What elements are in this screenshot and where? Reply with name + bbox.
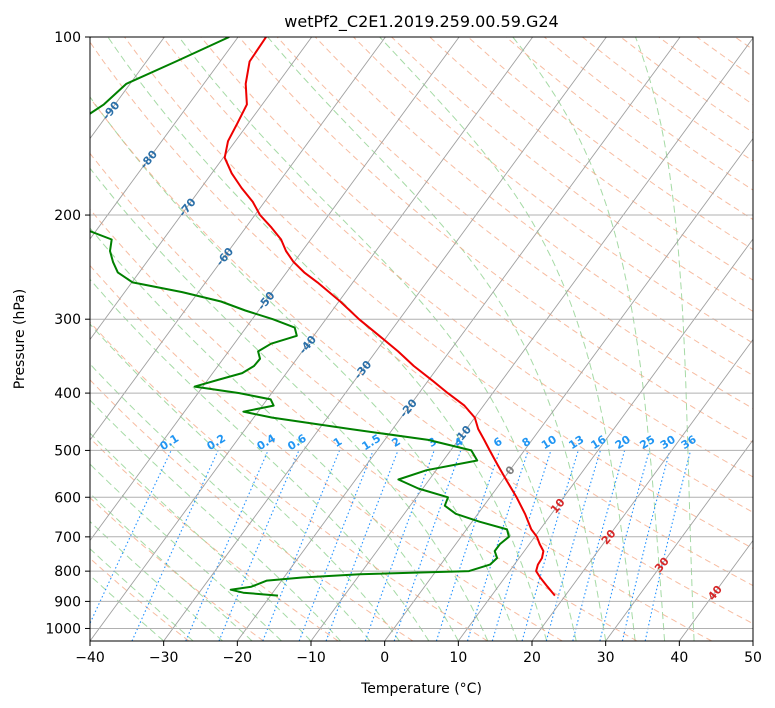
y-tick-label: 500: [54, 443, 81, 459]
x-tick-label: 50: [744, 650, 762, 666]
mixing-ratio-line: [545, 450, 601, 641]
moist-adiabat-line: [90, 363, 371, 641]
plot-frame: [89, 36, 754, 642]
x-tick-label: 40: [670, 650, 688, 666]
dry-adiabat-line: [124, 37, 753, 550]
dry-adiabats: [90, 37, 753, 641]
isotherm-line: [384, 137, 753, 641]
isotherm-line: [531, 338, 753, 641]
moist-adiabat-line: [90, 278, 430, 641]
isotherm-line: [90, 37, 239, 240]
moist-adiabat-line: [90, 323, 400, 641]
moist-adiabat-line: [90, 463, 282, 641]
mixing-ratio-lines: [90, 450, 692, 641]
mixing-ratio-line: [393, 450, 462, 641]
mixing-ratio-line: [572, 450, 626, 641]
dry-adiabat-line: [90, 264, 563, 641]
x-tick-label: −20: [223, 650, 253, 666]
x-tick-label: 30: [597, 650, 615, 666]
isotherm-line: [90, 37, 165, 140]
mixing-ratio-line: [218, 450, 300, 641]
mixing-ratio-line: [644, 450, 692, 641]
y-tick-label: 200: [54, 208, 81, 224]
moist-adiabats: [90, 37, 695, 641]
dry-adiabat-line: [353, 37, 753, 344]
dry-adiabat-line: [90, 41, 753, 587]
y-tick-label: 1000: [45, 621, 81, 637]
y-axis-ticks: 100 200 300 400 500 600 700 800 900 1000: [45, 30, 90, 637]
y-tick-label: 800: [54, 564, 81, 580]
x-tick-label: −30: [149, 650, 179, 666]
moist-adiabat-line: [635, 37, 695, 641]
x-tick-label: 0: [380, 650, 389, 666]
dry-adiabat-line: [276, 37, 753, 410]
isotherm-line: [90, 37, 534, 641]
isotherm-line: [310, 37, 753, 641]
y-tick-label: 900: [54, 594, 81, 610]
sounding-profiles: [90, 37, 556, 597]
isotherm-line: [90, 37, 386, 441]
y-tick-label: 100: [54, 30, 81, 46]
moist-adiabat-line: [512, 37, 666, 641]
mixing-ratio-line: [325, 450, 399, 641]
moist-adiabat-line: [90, 399, 341, 641]
mixing-ratio-line: [599, 450, 650, 641]
mixing-ratio-line: [131, 450, 219, 641]
dry-adiabat-line: [162, 37, 753, 513]
y-tick-label: 400: [54, 386, 81, 402]
mixing-ratio-line: [90, 450, 172, 625]
dry-adiabat-line: [314, 37, 753, 377]
moist-adiabat-line: [107, 37, 548, 641]
isotherm-line: [605, 439, 753, 641]
moist-adiabat-line: [90, 96, 518, 641]
x-axis-ticks: −40 −30 −20 −10 0 10 20 30 40 50: [75, 641, 762, 666]
dry-adiabat-line: [90, 96, 753, 625]
mixing-ratio-line: [298, 450, 374, 641]
y-tick-label: 700: [54, 530, 81, 546]
dry-adiabat-line: [90, 152, 712, 641]
dry-adiabat-line: [90, 208, 638, 641]
y-tick-label: 300: [54, 312, 81, 328]
x-axis-label: Temperature (°C): [360, 681, 482, 697]
x-tick-label: −40: [75, 650, 105, 666]
mixing-ratio-line: [621, 450, 671, 641]
isotherm-line: [236, 37, 681, 641]
x-tick-label: 20: [523, 650, 541, 666]
x-tick-label: 10: [449, 650, 467, 666]
dewpoint-profile-line: [90, 37, 510, 597]
y-axis-label: Pressure (hPa): [12, 289, 28, 389]
temperature-profile-line: [223, 37, 556, 597]
dry-adiabat-line: [238, 37, 753, 443]
pressure-gridlines: [90, 37, 753, 629]
y-tick-label: 600: [54, 490, 81, 506]
isotherm-line: [457, 238, 753, 641]
mixing-ratio-line: [185, 450, 269, 641]
moist-adiabat-line: [267, 37, 607, 641]
x-tick-label: −10: [296, 650, 326, 666]
isotherm-line: [163, 37, 607, 641]
moist-adiabat-line: [90, 227, 459, 641]
chart-title: wetPf2_C2E1.2019.259.00.59.G24: [284, 12, 558, 32]
